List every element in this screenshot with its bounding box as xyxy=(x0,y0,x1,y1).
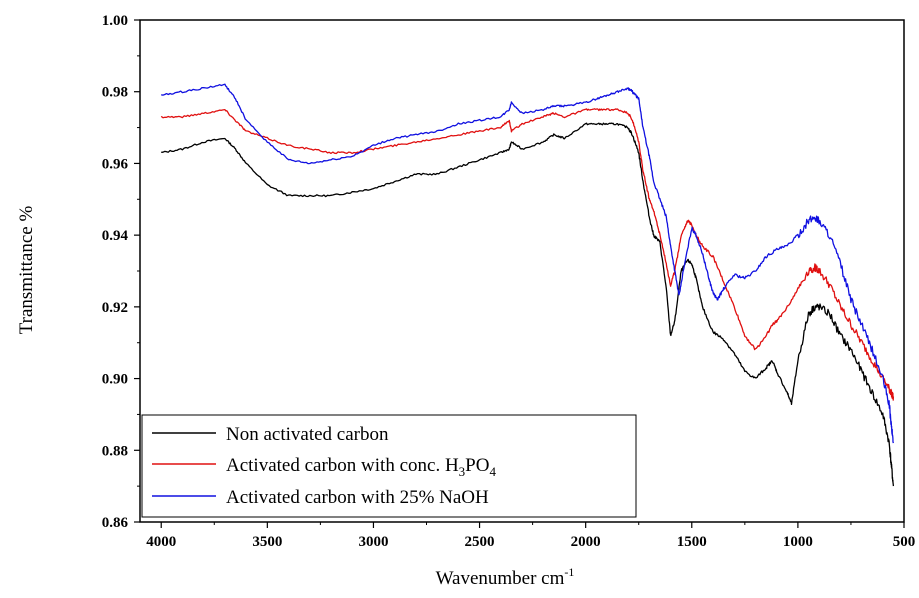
legend-label-h3po4-sub1: 3 xyxy=(459,464,466,479)
legend: Non activated carbon Activated carbon wi… xyxy=(141,414,637,518)
x-tick-label: 4000 xyxy=(146,534,176,550)
x-axis-label: Wavenumber cm-1 xyxy=(436,565,575,589)
y-tick-label: 0.92 xyxy=(102,300,128,316)
y-axis-label: Transmittance % xyxy=(16,206,37,335)
series-line-h3po4 xyxy=(160,108,895,401)
x-axis-label-main: Wavenumber cm xyxy=(436,568,565,589)
legend-label-naoh: Activated carbon with 25% NaOH xyxy=(226,487,489,508)
series-line-non-activated xyxy=(161,122,895,487)
x-tick-label: 2000 xyxy=(571,534,601,550)
y-tick-label: 0.86 xyxy=(102,515,129,531)
x-tick-label: 1000 xyxy=(783,534,813,550)
legend-label-h3po4: Activated carbon with conc. H3PO4 xyxy=(226,455,496,479)
ticks-group: 4000 3500 3000 2500 2000 1500 1000 500 0.86 0.88 0… xyxy=(102,13,916,550)
legend-label-h3po4-a: Activated carbon with conc. H xyxy=(226,455,459,476)
legend-box xyxy=(141,414,637,518)
x-tick-label: 3000 xyxy=(358,534,388,550)
y-tick-label: 0.96 xyxy=(102,156,129,172)
series-group xyxy=(160,83,895,487)
y-tick-label: 0.98 xyxy=(102,85,128,101)
y-tick-label: 0.88 xyxy=(102,443,128,459)
series-line-naoh xyxy=(161,83,895,444)
y-tick-label: 0.94 xyxy=(102,228,129,244)
x-tick-label: 2500 xyxy=(465,534,495,550)
y-tick-label: 1.00 xyxy=(102,13,128,29)
x-tick-label: 500 xyxy=(893,534,916,550)
y-tick-label: 0.90 xyxy=(102,372,128,388)
legend-label-h3po4-sub2: 4 xyxy=(489,464,496,479)
x-axis-label-sup: -1 xyxy=(564,565,574,579)
legend-label-non-activated: Non activated carbon xyxy=(226,424,389,445)
legend-label-h3po4-mid: PO xyxy=(465,455,489,476)
x-tick-label: 1500 xyxy=(677,534,707,550)
x-tick-label: 3500 xyxy=(252,534,282,550)
